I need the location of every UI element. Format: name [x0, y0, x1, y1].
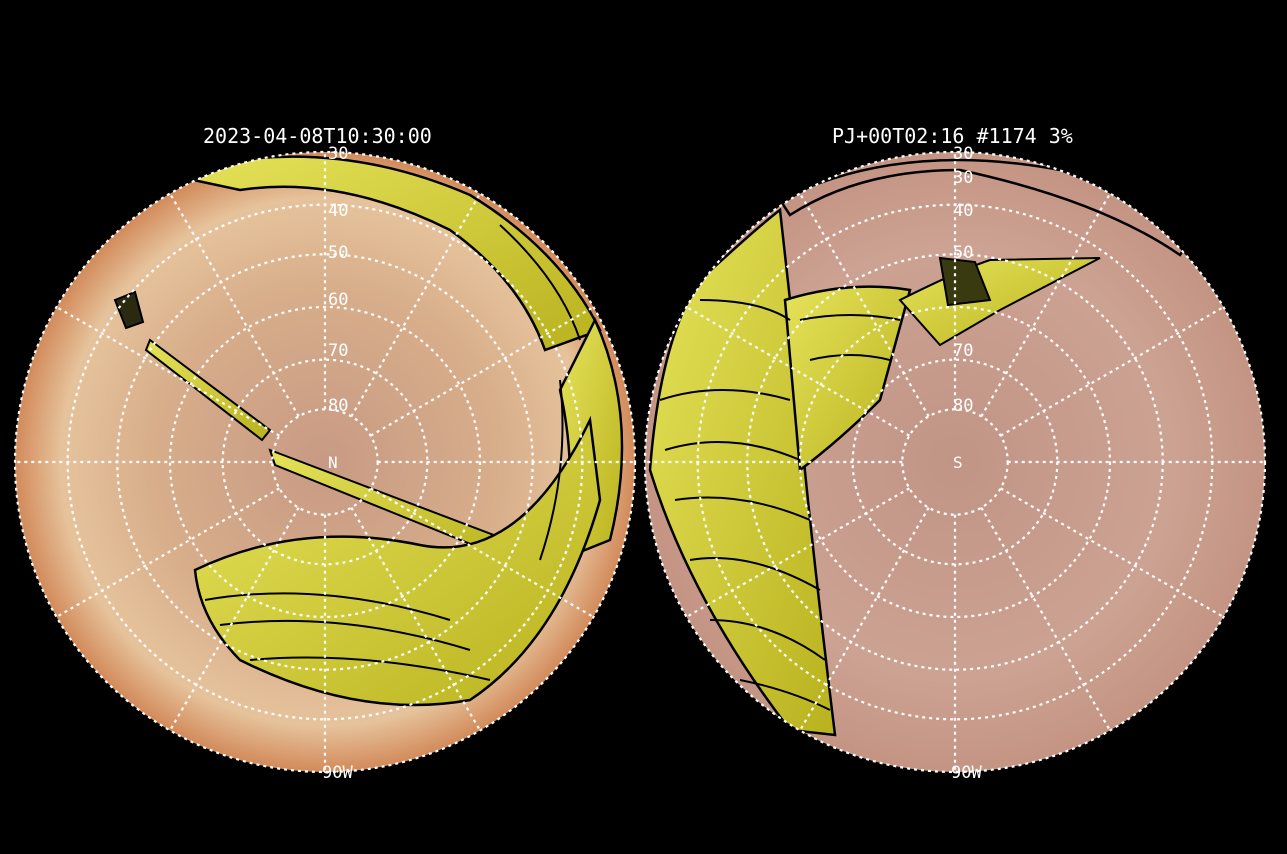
footprint-fan-south [193, 415, 602, 707]
north-pole-map: N 30 40 50 60 70 80 90W [13, 144, 637, 783]
meridian-line [1000, 487, 1225, 618]
meridian-line [350, 192, 481, 417]
latitude-circle [168, 305, 482, 619]
meridian-line [1000, 306, 1225, 437]
lat-label-50: 50 [328, 243, 348, 263]
north-graticule [13, 150, 637, 774]
footprint-track-1 [144, 338, 272, 442]
lat-label-60: 60 [328, 290, 348, 310]
south-footprints [648, 158, 1192, 737]
lat-label-30-b: 30 [953, 168, 973, 188]
lat-label-50: 50 [953, 243, 973, 263]
latitude-circle [798, 305, 1112, 619]
meridian-line [370, 487, 595, 618]
lat-label-30-a: 30 [953, 144, 973, 164]
meridian-line [55, 306, 280, 437]
meridian-line [350, 507, 481, 732]
north-footprints [113, 155, 624, 707]
panel-right-title: PJ+00T02:16 #1174 3% [832, 124, 1073, 148]
meridian-line [980, 507, 1111, 732]
latitude-circle [643, 150, 1267, 774]
lat-label-40: 40 [953, 201, 973, 221]
lat-label-80: 80 [328, 396, 348, 416]
meridian-line [799, 192, 930, 417]
meridian-line [685, 306, 910, 437]
meridian-line [685, 487, 910, 618]
panel-left-title: 2023-04-08T10:30:00 [203, 124, 432, 148]
meridian-line [169, 507, 300, 732]
lat-label-70: 70 [953, 341, 973, 361]
meridian-line [799, 507, 930, 732]
north-pole-label: N [328, 453, 338, 472]
meridian-line [980, 192, 1111, 417]
lat-label-70: 70 [328, 341, 348, 361]
lon-label-90w: 90W [322, 763, 353, 783]
meridian-line [169, 192, 300, 417]
south-pole-label: S [953, 453, 963, 472]
lat-label-80: 80 [953, 396, 973, 416]
footprint-fan-center [783, 285, 912, 473]
meridian-line [55, 487, 280, 618]
lat-label-40: 40 [328, 201, 348, 221]
south-graticule [643, 150, 1267, 774]
latitude-circle [13, 150, 637, 774]
south-pole-map: S 30 30 40 50 70 80 90W [643, 144, 1267, 783]
lon-label-90w: 90W [951, 763, 982, 783]
meridian-line [370, 306, 595, 437]
lat-label-30: 30 [328, 144, 348, 164]
